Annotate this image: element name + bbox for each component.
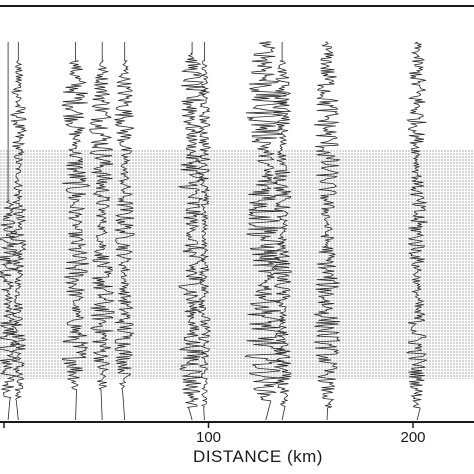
seismogram-trace <box>61 42 91 421</box>
seismogram-trace <box>313 41 341 421</box>
seismogram-trace <box>271 42 292 421</box>
seismogram-trace <box>0 42 20 421</box>
seismogram-trace <box>197 42 212 421</box>
x-axis-ticks: 100 200 <box>3 422 426 446</box>
seismogram-trace <box>89 42 115 421</box>
seismogram-trace <box>405 41 428 421</box>
seismogram-trace <box>114 42 135 421</box>
seismogram-trace <box>244 41 288 421</box>
seismogram-trace <box>9 42 28 421</box>
shaded-time-window <box>0 150 474 379</box>
trace-group <box>0 41 428 421</box>
seismogram-trace <box>178 42 207 421</box>
x-tick-label: 100 <box>196 429 221 446</box>
x-axis-label: DISTANCE (km) <box>193 447 323 466</box>
x-tick-label: 200 <box>400 429 425 446</box>
